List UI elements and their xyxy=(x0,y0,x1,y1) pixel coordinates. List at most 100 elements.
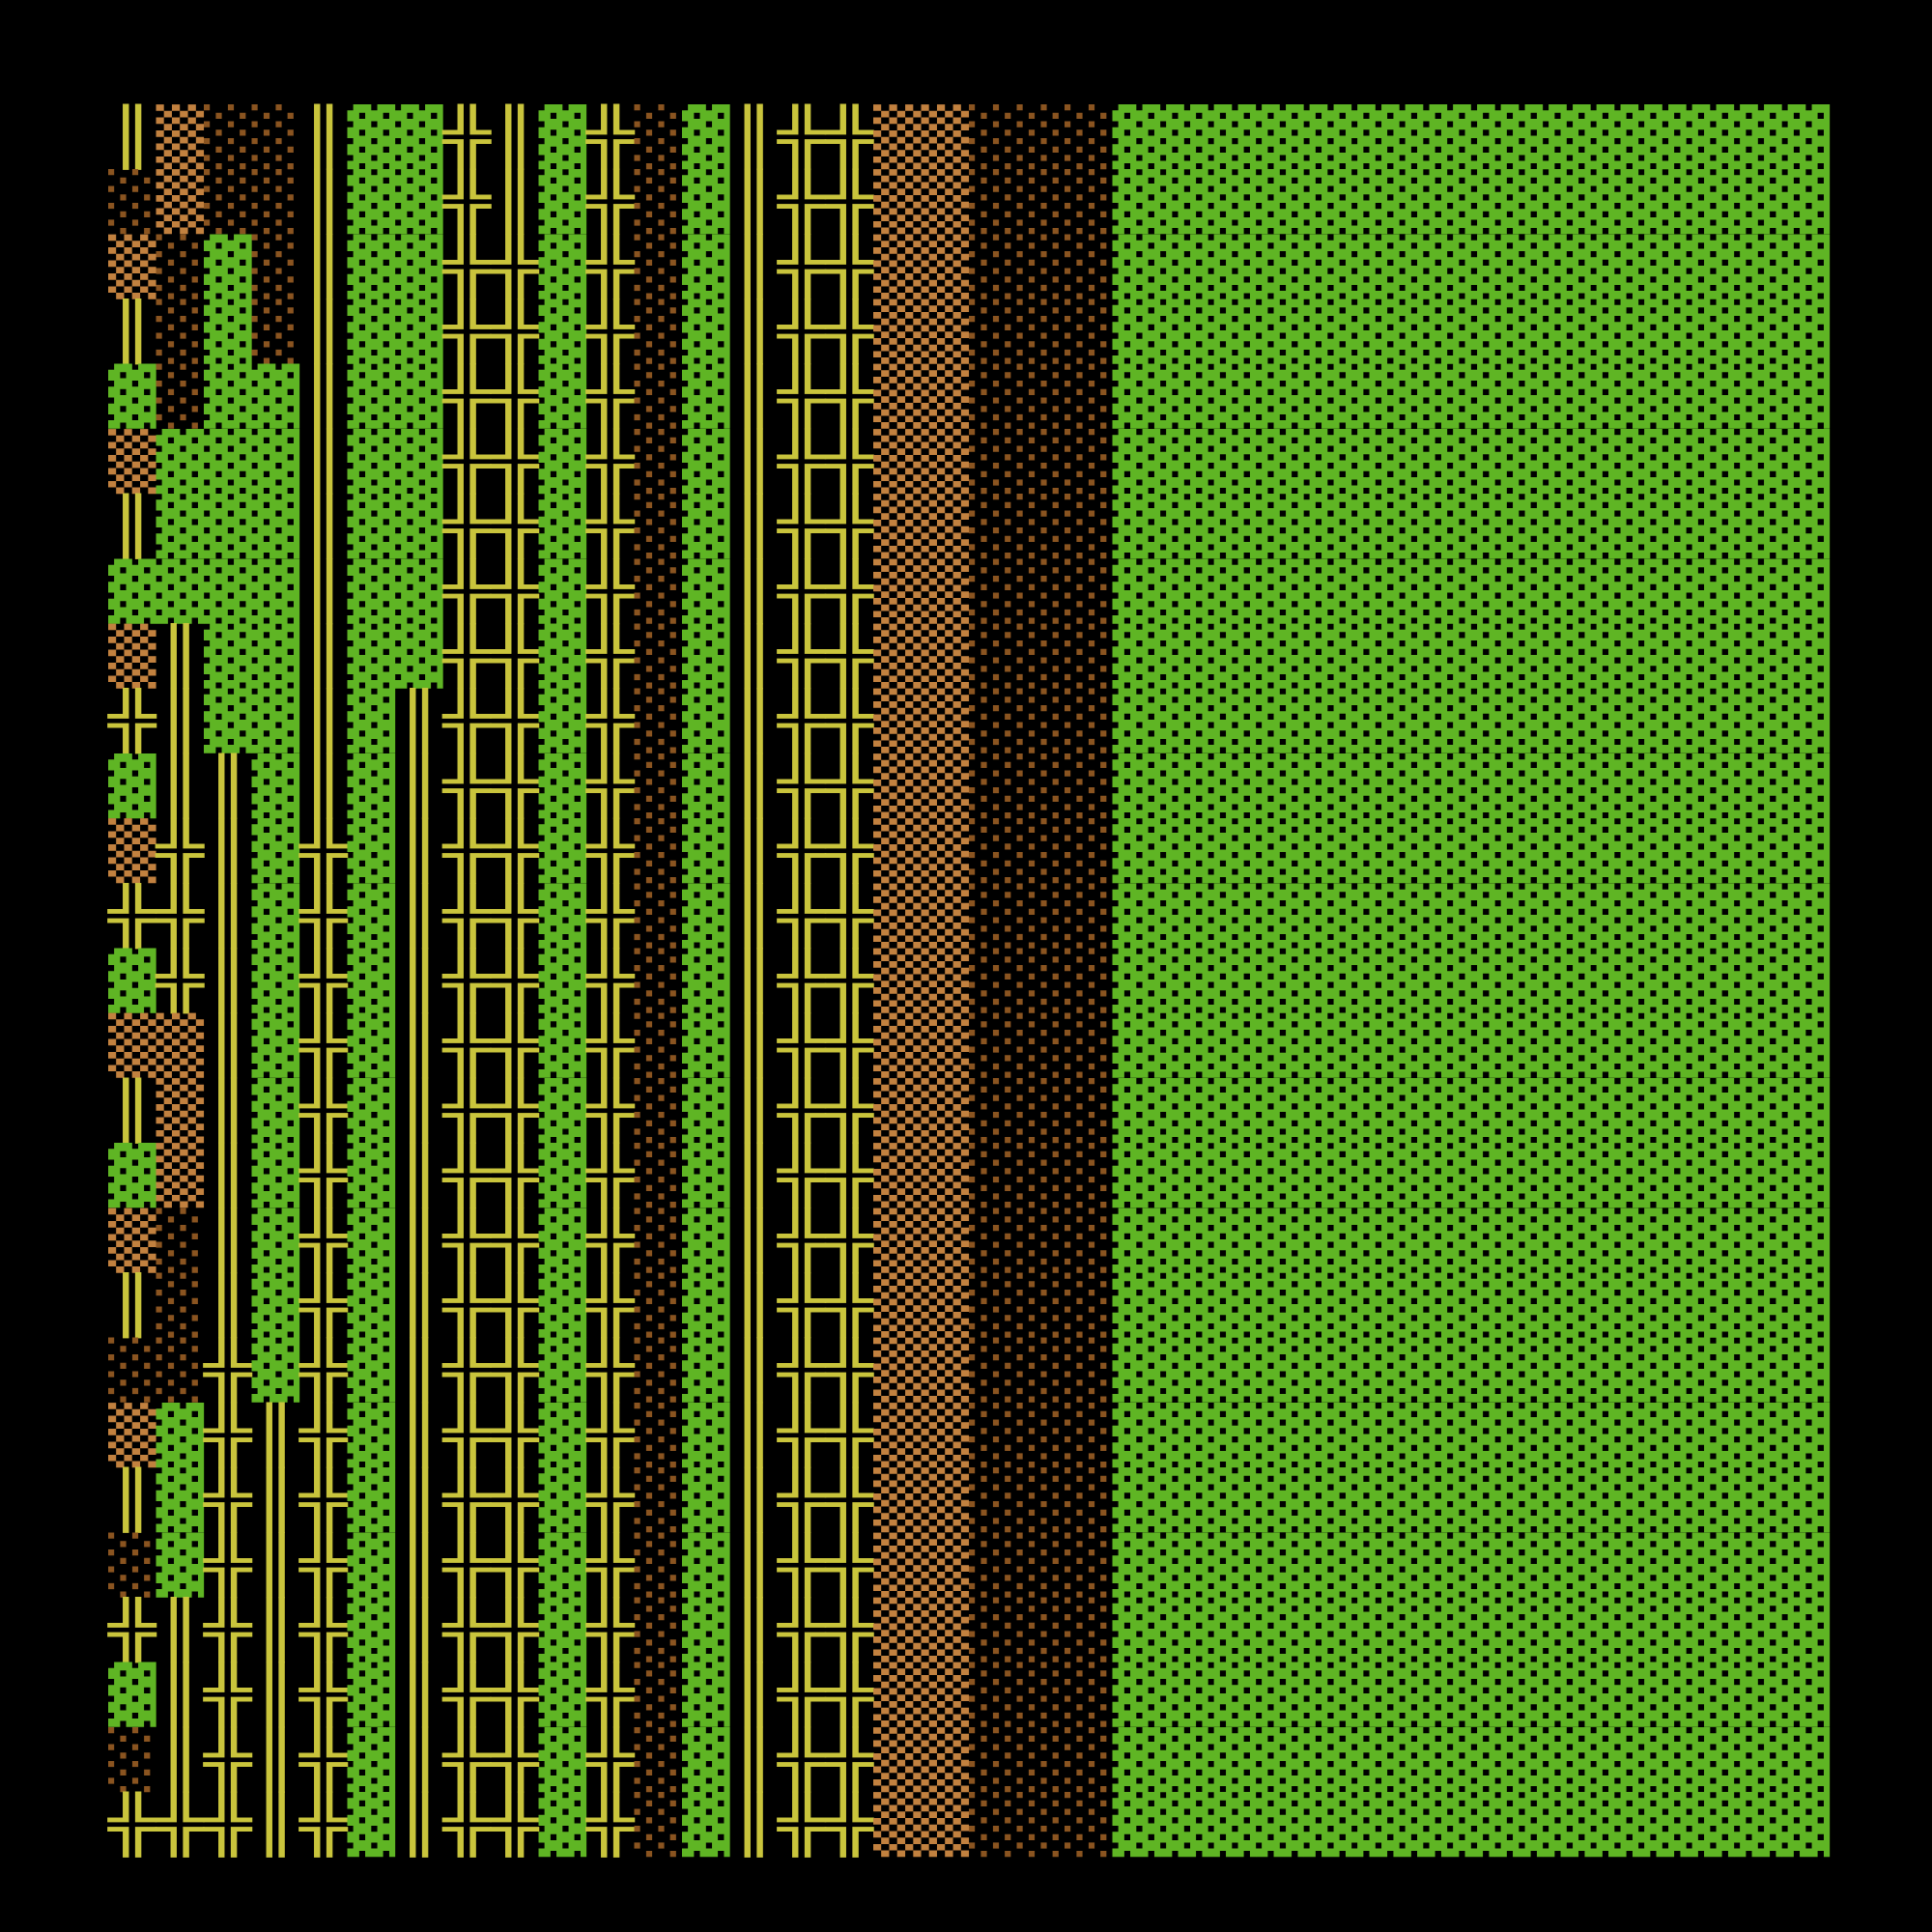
cell: ▓ xyxy=(1638,494,1687,559)
cell: ▓ xyxy=(1591,1467,1639,1533)
cell: ▓ xyxy=(1734,1337,1782,1403)
cell: ╬ xyxy=(490,233,541,300)
cell: ▓ xyxy=(1304,1272,1352,1338)
cell: ╬ xyxy=(107,1791,158,1859)
cell: ║ xyxy=(395,1011,443,1079)
cell: ▓ xyxy=(1638,1402,1687,1467)
cell: ▓ xyxy=(1351,363,1400,429)
cell: ╬ xyxy=(203,1596,254,1663)
cell: ╬ xyxy=(824,1401,875,1468)
cell: ╬ xyxy=(107,687,158,754)
cell: ▓ xyxy=(1113,558,1161,624)
cell: ▓ xyxy=(539,363,587,429)
cell: ▒ xyxy=(108,234,156,299)
cell: ▓ xyxy=(1160,1272,1208,1338)
cell: ╬ xyxy=(824,1076,875,1144)
cell: ╬ xyxy=(824,1531,875,1599)
cell: ▓ xyxy=(1256,363,1304,429)
cell: ╬ xyxy=(203,1336,254,1404)
cell: ▓ xyxy=(1208,948,1257,1013)
cell: ▓ xyxy=(1400,169,1448,235)
cell: ░ xyxy=(1065,234,1113,299)
cell: ▓ xyxy=(348,883,396,949)
cell: ▓ xyxy=(1734,558,1782,624)
cell: ▓ xyxy=(1543,1272,1591,1338)
cell: ╬ xyxy=(585,102,637,170)
cell: ║ xyxy=(299,102,348,170)
cell: ▓ xyxy=(1591,1402,1639,1467)
cell: ╬ xyxy=(203,1661,254,1728)
cell: ▓ xyxy=(1256,1467,1304,1533)
cell: ╬ xyxy=(824,233,875,300)
cell: ▓ xyxy=(1591,753,1639,818)
cell: ╬ xyxy=(155,947,206,1014)
cell: ▓ xyxy=(1782,494,1831,559)
cell: ▓ xyxy=(682,363,730,429)
cell: ▒ xyxy=(922,1792,970,1858)
cell: ╬ xyxy=(441,168,493,236)
cell: ▓ xyxy=(1543,1726,1591,1792)
cell: ╬ xyxy=(777,1725,828,1793)
cell: ╬ xyxy=(441,493,493,560)
cell: ╬ xyxy=(824,1011,875,1079)
cell: ▒ xyxy=(922,688,970,753)
cell: ╬ xyxy=(490,1142,541,1209)
cell: ▓ xyxy=(1543,103,1591,169)
cell: ▓ xyxy=(1495,363,1544,429)
cell: ▓ xyxy=(1591,1077,1639,1143)
cell: ║ xyxy=(730,752,779,819)
cell: ▓ xyxy=(1447,1208,1495,1273)
cell: ║ xyxy=(730,1466,779,1534)
cell: ▒ xyxy=(922,818,970,884)
cell: ▒ xyxy=(873,1143,922,1208)
cell: ░ xyxy=(969,1467,1017,1533)
cell: ╬ xyxy=(490,493,541,560)
cell: ▓ xyxy=(1256,1143,1304,1208)
cell: ░ xyxy=(635,1467,683,1533)
cell: ▒ xyxy=(873,1272,922,1338)
cell: ╬ xyxy=(585,1271,637,1339)
cell: ║ xyxy=(730,947,779,1014)
cell: ░ xyxy=(1065,1402,1113,1467)
cell: ▓ xyxy=(682,494,730,559)
cell: ▓ xyxy=(1734,948,1782,1013)
cell: ▓ xyxy=(1304,1077,1352,1143)
cell: ▓ xyxy=(1638,883,1687,949)
cell: ║ xyxy=(108,1466,156,1534)
cell: ▓ xyxy=(1400,1597,1448,1662)
cell: ║ xyxy=(730,493,779,560)
cell: ░ xyxy=(1017,1792,1065,1858)
cell: ▒ xyxy=(873,1012,922,1078)
cell: ▓ xyxy=(1160,623,1208,689)
cell: ╬ xyxy=(585,1531,637,1599)
cell: ░ xyxy=(1065,1208,1113,1273)
cell: ░ xyxy=(969,948,1017,1013)
cell: ▓ xyxy=(1543,1077,1591,1143)
cell: ╬ xyxy=(585,362,637,430)
cell: ▓ xyxy=(1208,1143,1257,1208)
cell: ▓ xyxy=(1495,1208,1544,1273)
cell: ║ xyxy=(156,1661,205,1728)
cell: ╬ xyxy=(441,1661,493,1728)
cell: ▓ xyxy=(395,169,443,235)
cell: ▓ xyxy=(1495,428,1544,494)
cell: ░ xyxy=(635,494,683,559)
cell: ▓ xyxy=(1543,494,1591,559)
cell: ▓ xyxy=(1734,1402,1782,1467)
cell: ▓ xyxy=(1782,1402,1831,1467)
cell: ░ xyxy=(1065,623,1113,689)
cell: ▓ xyxy=(1208,1012,1257,1078)
cell: ║ xyxy=(299,362,348,430)
cell: ▓ xyxy=(1400,1662,1448,1727)
cell: ░ xyxy=(1065,1012,1113,1078)
cell: ▓ xyxy=(1351,1726,1400,1792)
cell: ▓ xyxy=(682,623,730,689)
cell: ║ xyxy=(730,1271,779,1339)
cell: ▓ xyxy=(1782,1726,1831,1792)
cell: ▓ xyxy=(1160,1597,1208,1662)
cell: ▓ xyxy=(1256,1792,1304,1858)
cell: ▓ xyxy=(108,1662,156,1727)
cell: ▓ xyxy=(1591,883,1639,949)
cell: ▓ xyxy=(1734,818,1782,884)
cell: ▓ xyxy=(1734,428,1782,494)
